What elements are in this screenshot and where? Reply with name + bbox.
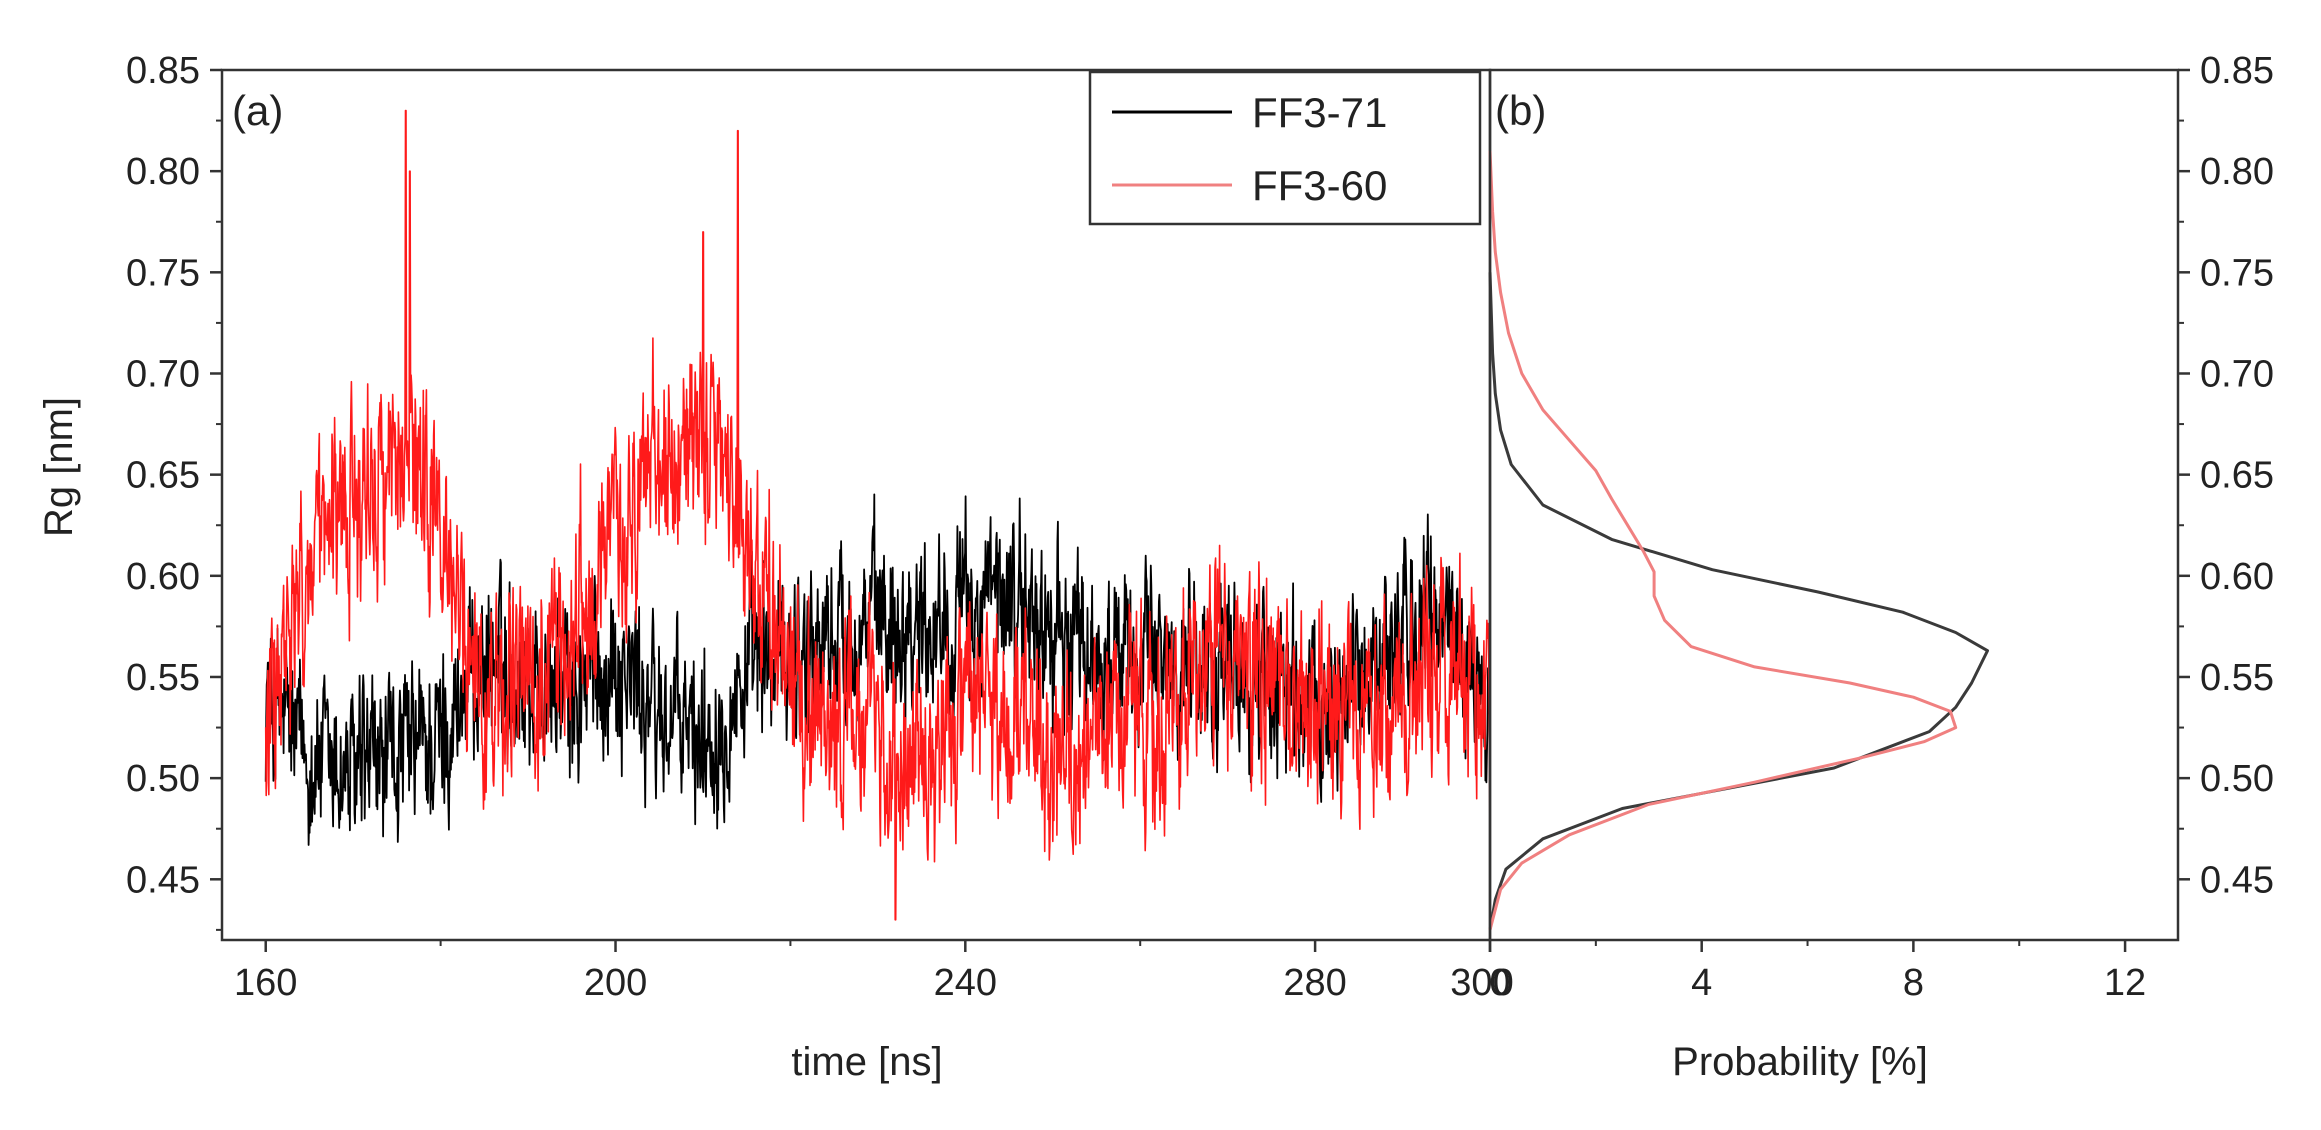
panel-b-x-tick-label: 4 [1691, 962, 1712, 1004]
panel-b-probability-distribution: 0 4 8 12 0.45 0.50 0.55 0.60 0.65 0.70 0.75 0.80 0.8… [1488, 50, 2274, 1084]
panel-a-y-axis-title: Rg [nm] [37, 397, 81, 537]
panel-b-x-tick-label: 8 [1903, 962, 1924, 1004]
panel-a-series-ff3-60 [264, 109, 1491, 921]
panel-b-y-tick-label: 0.50 [2200, 758, 2274, 800]
panel-a-ticks: 0.45 0.50 0.55 0.60 0.65 0.70 0.75 0.80 0.85 160 2… [126, 50, 1514, 1004]
panel-a-y-tick-label: 0.85 [126, 50, 200, 92]
panel-b-series-group [1488, 150, 1989, 931]
panel-a-x-tick-label: 200 [584, 962, 647, 1004]
panel-a-y-tick-label: 0.75 [126, 252, 200, 294]
panel-a-y-tick-label: 0.50 [126, 758, 200, 800]
legend-box [1088, 70, 1482, 226]
legend-label-ff3-71: FF3-71 [1252, 89, 1387, 136]
panel-b-y-tick-label: 0.75 [2200, 252, 2274, 294]
panel-a-label: (a) [232, 87, 283, 134]
panel-a-y-tick-label: 0.55 [126, 657, 200, 699]
panel-a-x-tick-label: 300 [1450, 962, 1513, 1004]
panel-a-time-series: 0.45 0.50 0.55 0.60 0.65 0.70 0.75 0.80 0.85 160 2… [37, 50, 1514, 1084]
panel-b-ticks: 0 4 8 12 0.45 0.50 0.55 0.60 0.65 0.70 0.75 0.80 0.8… [1488, 50, 2274, 1004]
legend-label-ff3-60: FF3-60 [1252, 162, 1387, 209]
panel-a-x-tick-label: 280 [1283, 962, 1346, 1004]
panel-a-y-tick-label: 0.70 [126, 353, 200, 395]
panel-a-y-tick-label: 0.45 [126, 859, 200, 901]
panel-b-x-tick-label: 0 [1489, 962, 1510, 1004]
panel-a-y-tick-label: 0.65 [126, 455, 200, 497]
panel-a-x-tick-label: 240 [934, 962, 997, 1004]
panel-b-y-tick-label: 0.85 [2200, 50, 2274, 92]
panel-b-y-tick-label: 0.70 [2200, 353, 2274, 395]
panel-b-frame [1488, 68, 2180, 942]
panel-a-y-tick-label: 0.80 [126, 151, 200, 193]
panel-b-series-ff3-71 [1488, 272, 1989, 931]
panel-a-y-tick-label: 0.60 [126, 556, 200, 598]
panel-a-x-tick-label: 160 [234, 962, 297, 1004]
panel-b-y-tick-label: 0.65 [2200, 455, 2274, 497]
panel-b-series-ff3-60 [1488, 150, 1958, 931]
panel-b-y-tick-label: 0.45 [2200, 859, 2274, 901]
panel-a-x-axis-title: time [ns] [791, 1040, 942, 1084]
panel-b-x-axis-title: Probability [%] [1672, 1040, 1928, 1084]
panel-b-y-tick-label: 0.60 [2200, 556, 2274, 598]
panel-b-y-tick-label: 0.55 [2200, 657, 2274, 699]
panel-b-x-tick-label: 12 [2104, 962, 2146, 1004]
panel-a-series-group [264, 109, 1491, 921]
panel-b-y-tick-label: 0.80 [2200, 151, 2274, 193]
legend: FF3-71 FF3-60 [1088, 70, 1482, 226]
panel-b-label: (b) [1495, 87, 1546, 134]
panel-a-series-ff3-71 [264, 493, 1491, 846]
